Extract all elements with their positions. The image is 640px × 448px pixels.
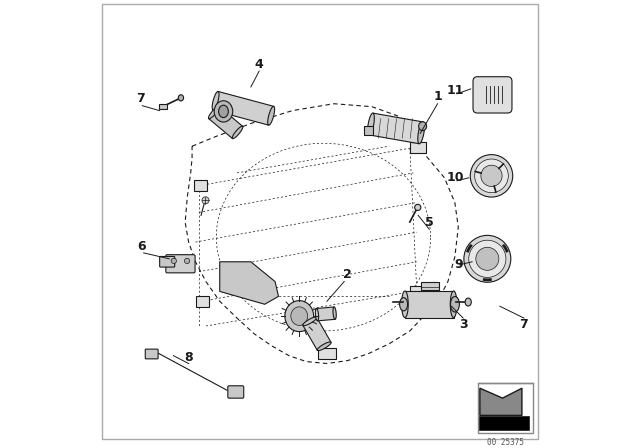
Polygon shape [405,291,454,318]
Circle shape [415,204,421,211]
Circle shape [476,247,499,270]
Ellipse shape [209,106,219,119]
Polygon shape [213,91,274,125]
Circle shape [481,165,502,186]
Ellipse shape [214,101,233,122]
Ellipse shape [303,317,317,326]
Bar [410,286,426,297]
FancyBboxPatch shape [228,386,244,398]
Ellipse shape [232,126,243,138]
Text: 7: 7 [520,318,529,331]
FancyBboxPatch shape [145,349,158,359]
Ellipse shape [465,298,471,306]
Bar [421,282,439,290]
FancyBboxPatch shape [159,256,175,267]
Ellipse shape [219,105,228,117]
Text: 3: 3 [459,318,467,331]
Text: 4: 4 [255,58,264,71]
Bar [194,180,207,191]
Ellipse shape [212,91,219,110]
Bar [318,348,336,359]
Ellipse shape [285,301,314,332]
Ellipse shape [451,297,460,312]
Polygon shape [369,113,423,144]
Bar [196,296,209,306]
Polygon shape [209,106,243,138]
Text: 6: 6 [138,241,146,254]
Ellipse shape [451,291,457,318]
Ellipse shape [268,106,275,125]
Ellipse shape [401,291,408,318]
Text: 2: 2 [343,268,352,281]
Polygon shape [220,262,278,304]
Bar [479,416,529,431]
Circle shape [171,258,177,263]
Circle shape [468,240,506,277]
FancyBboxPatch shape [166,255,195,273]
Circle shape [202,197,209,204]
Ellipse shape [367,113,374,135]
Ellipse shape [418,122,424,144]
Circle shape [464,235,511,282]
Text: 7: 7 [136,92,145,105]
Ellipse shape [419,122,427,131]
Ellipse shape [179,95,184,101]
Text: 1: 1 [433,90,442,103]
Text: 5: 5 [425,216,434,229]
Ellipse shape [316,309,319,321]
Text: 00 25375: 00 25375 [487,438,524,447]
Bar [364,126,372,134]
Polygon shape [316,307,335,321]
Text: 8: 8 [184,351,193,364]
Polygon shape [480,388,522,415]
Ellipse shape [317,342,331,351]
Ellipse shape [399,297,408,311]
Bar [410,142,426,154]
Text: 10: 10 [447,171,464,184]
Circle shape [184,258,189,263]
Bar [159,104,167,109]
FancyBboxPatch shape [473,77,512,113]
Bar [477,383,533,433]
Circle shape [475,159,508,193]
Text: 11: 11 [447,84,464,97]
Text: 9: 9 [454,258,463,271]
Ellipse shape [333,307,336,319]
Circle shape [470,155,513,197]
Polygon shape [303,317,331,350]
Ellipse shape [291,307,308,325]
